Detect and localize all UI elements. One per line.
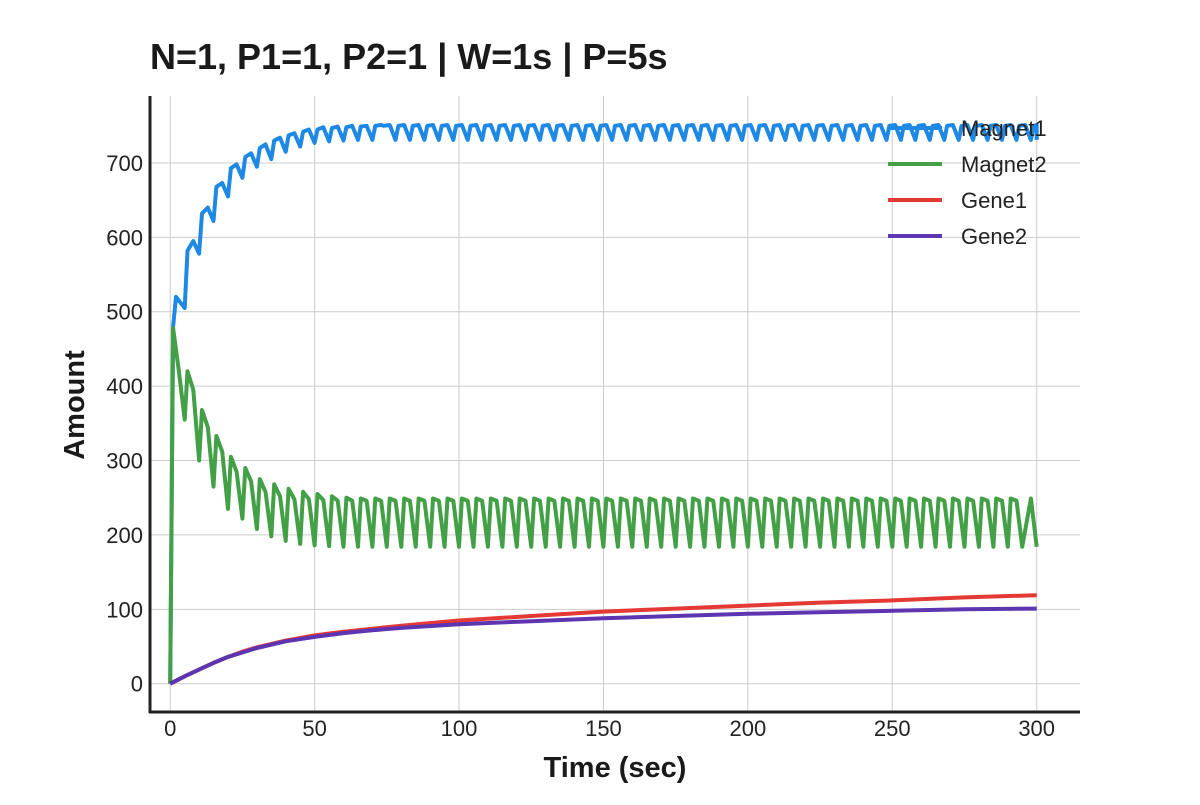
y-axis-label: Amount [59, 350, 91, 460]
x-tick-label: 150 [585, 716, 622, 741]
y-tick-label: 100 [106, 597, 143, 622]
y-tick-label: 400 [106, 374, 143, 399]
x-tick-label: 100 [441, 716, 478, 741]
tick-labels: 0 50 100 150 200 250 300 0 100 200 300 400 500 600 700 [106, 151, 1055, 741]
x-tick-label: 200 [729, 716, 766, 741]
chart-title: N=1, P1=1, P2=1 | W=1s | P=5s [150, 36, 668, 77]
legend-label: Magnet1 [961, 116, 1047, 141]
y-tick-label: 500 [106, 300, 143, 325]
y-tick-label: 600 [106, 225, 143, 250]
series-line-gene2 [169, 606, 1037, 686]
legend: Magnet1 Magnet2 Gene1 Gene2 [888, 116, 1047, 249]
y-tick-label: 200 [106, 523, 143, 548]
x-tick-label: 0 [164, 716, 176, 741]
series-line-magnet2 [168, 326, 1039, 684]
axes [148, 96, 1080, 714]
x-tick-label: 50 [302, 716, 326, 741]
x-axis-label: Time (sec) [544, 752, 687, 784]
series-lines [168, 123, 1039, 686]
legend-label: Magnet2 [961, 152, 1047, 177]
x-tick-label: 250 [874, 716, 911, 741]
legend-label: Gene1 [961, 188, 1027, 213]
y-tick-label: 0 [131, 672, 143, 697]
x-tick-label: 300 [1018, 716, 1055, 741]
series-line-magnet1 [168, 123, 1039, 684]
y-tick-label: 700 [106, 151, 143, 176]
legend-label: Gene2 [961, 224, 1027, 249]
y-tick-label: 300 [106, 449, 143, 474]
